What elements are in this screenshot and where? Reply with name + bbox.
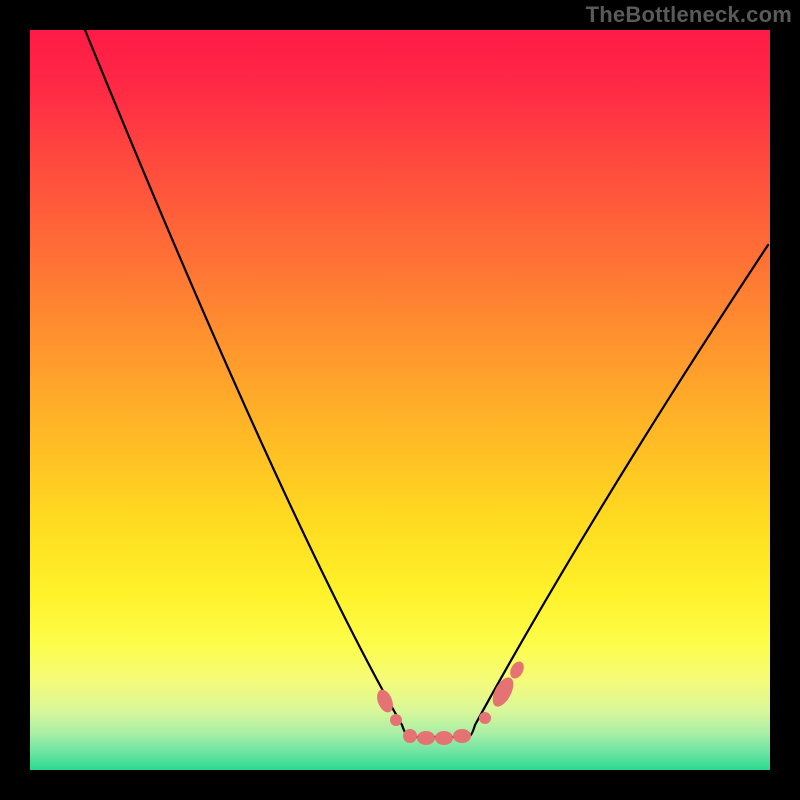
watermark-text: TheBottleneck.com xyxy=(586,2,792,28)
data-marker xyxy=(403,729,417,743)
data-marker xyxy=(390,714,402,726)
data-marker xyxy=(479,712,491,724)
data-marker xyxy=(417,731,435,745)
figure-root: TheBottleneck.com xyxy=(0,0,800,800)
plot-area xyxy=(30,30,770,770)
gradient-background xyxy=(30,30,770,770)
chart-svg xyxy=(30,30,770,770)
data-marker xyxy=(453,729,471,743)
data-marker xyxy=(435,731,453,745)
